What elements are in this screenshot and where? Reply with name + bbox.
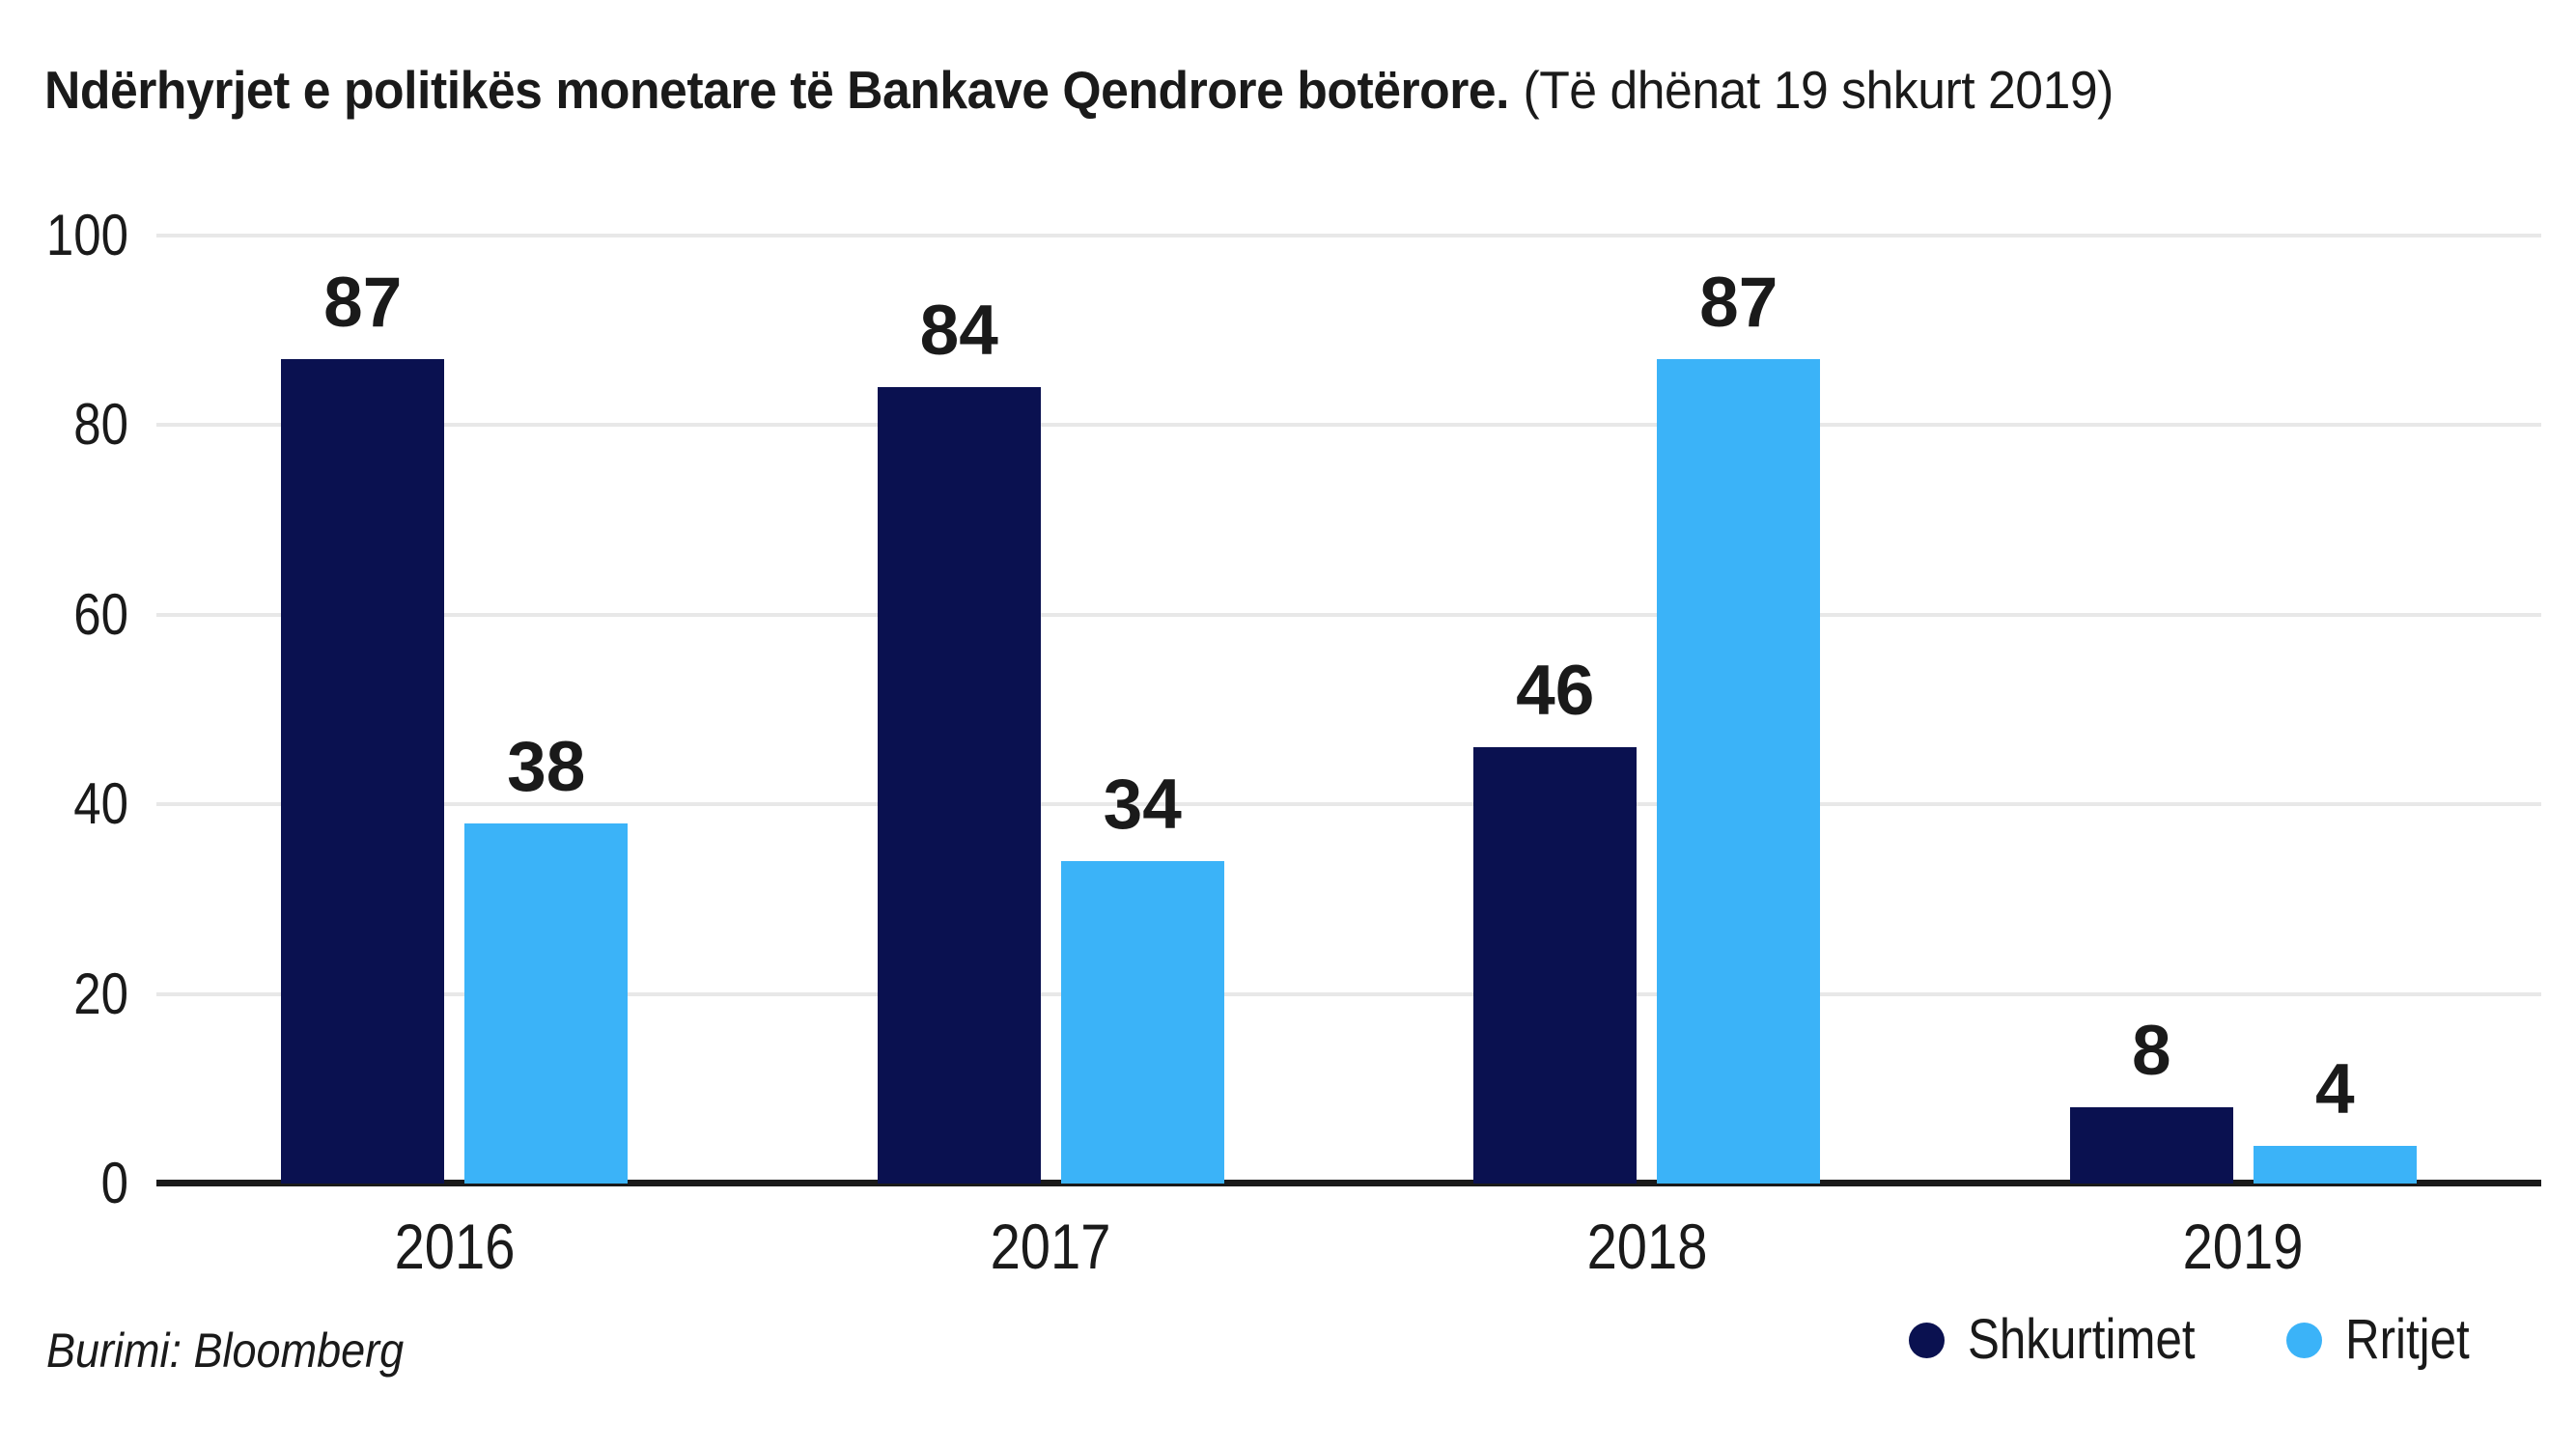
value-label-shkurtimet-2016: 87	[323, 263, 403, 342]
bar-rritjet-2019	[2253, 1145, 2417, 1184]
value-label-shkurtimet-2017: 84	[919, 292, 998, 371]
value-label-rritjet-2017: 34	[1103, 766, 1182, 845]
bar-shkurtimet-2019	[2069, 1107, 2233, 1184]
chart-title-text: Ndërhyrjet e politikës monetare të Banka…	[44, 60, 1510, 120]
gridline-100	[156, 234, 2541, 237]
legend-swatch-icon-rritjet	[2285, 1322, 2322, 1358]
y-axis-tick-label-100: 100	[45, 203, 128, 267]
y-axis-tick-label-40: 40	[73, 771, 128, 837]
source-credit: Burimi: Bloomberg	[46, 1324, 405, 1378]
bar-shkurtimet-2018	[1473, 747, 1638, 1184]
x-axis-tick-label-2018: 2018	[1586, 1211, 1708, 1282]
bar-shkurtimet-2017	[877, 387, 1041, 1184]
value-label-shkurtimet-2018: 46	[1516, 652, 1595, 731]
legend: Shkurtimet Rritjet	[1909, 1305, 2491, 1375]
chart-title-note: (Të dhënat 19 shkurt 2019)	[1523, 60, 2114, 120]
plot-area: 87 38 84 34 46 87 8 4	[156, 234, 2541, 1186]
y-axis-tick-label-20: 20	[73, 961, 128, 1026]
gridline-20	[156, 991, 2541, 996]
legend-item-rritjet: Rritjet	[2285, 1308, 2491, 1371]
x-axis-tick-label-2019: 2019	[2182, 1211, 2304, 1282]
value-label-shkurtimet-2019: 8	[2131, 1012, 2171, 1091]
x-axis-tick-label-2017: 2017	[990, 1211, 1111, 1282]
value-label-rritjet-2019: 4	[2314, 1049, 2355, 1129]
bar-rritjet-2016	[464, 822, 629, 1184]
gridline-40	[156, 802, 2541, 807]
y-axis-tick-label-0: 0	[100, 1151, 128, 1215]
legend-label-shkurtimet: Shkurtimet	[1968, 1308, 2196, 1371]
value-label-rritjet-2018: 87	[1699, 263, 1778, 342]
bar-shkurtimet-2016	[281, 358, 445, 1184]
page-title: Ndërhyrjet e politikës monetare të Banka…	[44, 60, 2114, 121]
y-axis-tick-label-80: 80	[73, 392, 128, 458]
legend-item-shkurtimet: Shkurtimet	[1909, 1312, 2235, 1368]
x-axis-line	[156, 1180, 2541, 1186]
y-axis-tick-label-60: 60	[73, 581, 128, 647]
x-axis-tick-label-2016: 2016	[394, 1211, 516, 1282]
bar-rritjet-2018	[1657, 358, 1821, 1184]
bar-rritjet-2017	[1060, 861, 1224, 1184]
value-label-rritjet-2016: 38	[507, 727, 586, 806]
gridline-60	[156, 612, 2541, 617]
legend-swatch-icon-shkurtimet	[1909, 1322, 1946, 1358]
gridline-80	[156, 423, 2541, 428]
legend-label-rritjet: Rritjet	[2344, 1308, 2470, 1371]
